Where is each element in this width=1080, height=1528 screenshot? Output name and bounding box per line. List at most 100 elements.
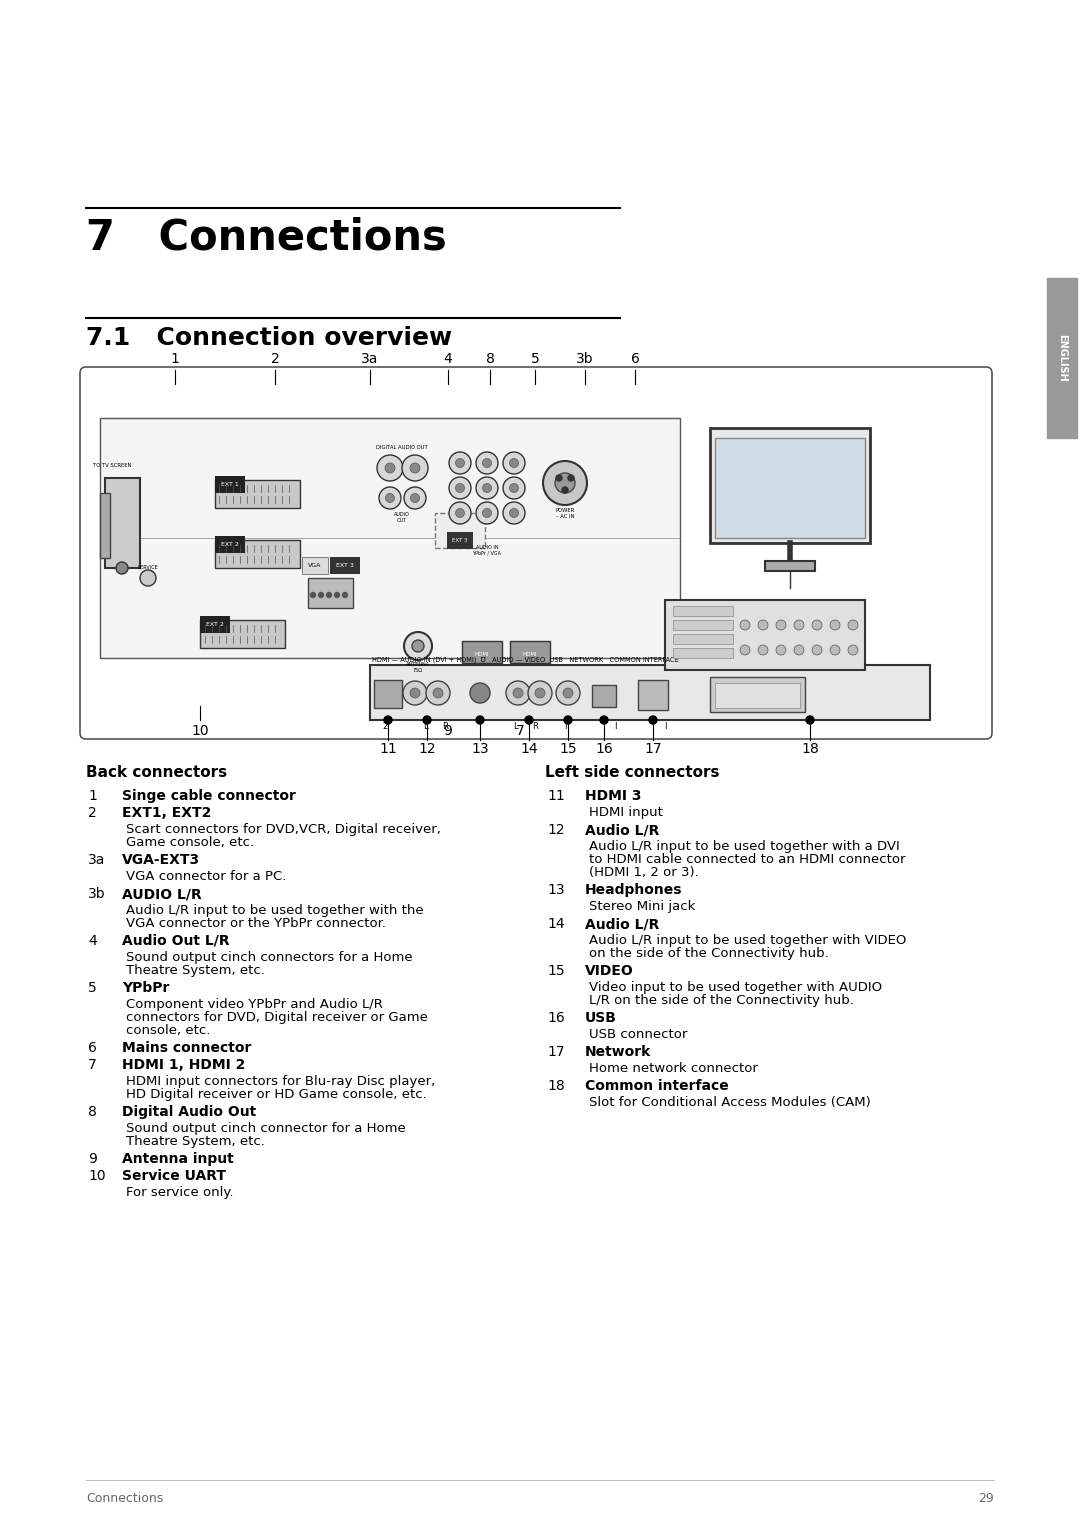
Text: Home network connector: Home network connector — [589, 1062, 758, 1076]
Text: AUDIO L/R: AUDIO L/R — [122, 886, 202, 902]
Circle shape — [507, 681, 530, 704]
Circle shape — [476, 477, 498, 500]
Bar — [638, 680, 669, 711]
Circle shape — [426, 681, 450, 704]
Text: Connections: Connections — [86, 1491, 163, 1505]
Circle shape — [384, 717, 392, 724]
Circle shape — [556, 681, 580, 704]
Text: Left side connectors: Left side connectors — [545, 766, 719, 779]
Text: Scart connectors for DVD,VCR, Digital receiver,: Scart connectors for DVD,VCR, Digital re… — [126, 824, 441, 836]
Text: Audio Out L/R: Audio Out L/R — [122, 934, 230, 947]
Text: connectors for DVD, Digital receiver or Game: connectors for DVD, Digital receiver or … — [126, 1012, 428, 1024]
Circle shape — [456, 483, 464, 492]
Text: Mains connector: Mains connector — [122, 1041, 252, 1054]
Circle shape — [848, 620, 858, 630]
Text: SERVICE
UART: SERVICE UART — [137, 565, 159, 576]
Text: 2: 2 — [382, 723, 388, 730]
Text: I: I — [664, 723, 666, 730]
Text: I: I — [564, 723, 566, 730]
Circle shape — [456, 458, 464, 468]
Text: 1: 1 — [171, 351, 179, 367]
Text: L: L — [422, 723, 428, 730]
Text: VGA connector or the YPbPr connector.: VGA connector or the YPbPr connector. — [126, 917, 386, 931]
Text: VGA: VGA — [308, 562, 322, 568]
Text: 7: 7 — [515, 724, 525, 738]
Text: 3b: 3b — [87, 886, 106, 902]
Bar — [215, 480, 300, 507]
Circle shape — [449, 477, 471, 500]
Circle shape — [777, 645, 786, 656]
Text: Headphones: Headphones — [585, 883, 683, 897]
Bar — [510, 642, 550, 663]
Circle shape — [342, 593, 348, 597]
Circle shape — [483, 458, 491, 468]
Text: Singe cable connector: Singe cable connector — [122, 788, 296, 804]
Circle shape — [402, 455, 428, 481]
Text: VGA connector for a PC.: VGA connector for a PC. — [126, 869, 286, 883]
Bar — [673, 620, 733, 630]
Text: Audio L/R input to be used together with VIDEO: Audio L/R input to be used together with… — [589, 934, 906, 947]
Text: 6: 6 — [87, 1041, 97, 1054]
Text: 8: 8 — [486, 351, 495, 367]
Text: HDMI: HDMI — [523, 651, 538, 657]
Text: 3a: 3a — [87, 853, 106, 866]
Circle shape — [483, 509, 491, 518]
Circle shape — [543, 461, 588, 504]
Text: Sound output cinch connector for a Home: Sound output cinch connector for a Home — [126, 1122, 406, 1135]
Text: console, etc.: console, etc. — [126, 1024, 211, 1038]
Bar — [435, 513, 485, 549]
Text: Audio L/R input to be used together with a DVI: Audio L/R input to be used together with… — [589, 840, 900, 853]
Text: HDMI 1, HDMI 2: HDMI 1, HDMI 2 — [122, 1057, 245, 1073]
Text: Antenna input: Antenna input — [122, 1152, 233, 1166]
Text: 8: 8 — [87, 1105, 97, 1118]
Circle shape — [384, 463, 395, 474]
Text: EXT 1: EXT 1 — [221, 481, 239, 487]
Text: Digital Audio Out: Digital Audio Out — [122, 1105, 256, 1118]
Text: HD Digital receiver or HD Game console, etc.: HD Digital receiver or HD Game console, … — [126, 1088, 427, 1102]
Circle shape — [535, 688, 545, 698]
Text: 15: 15 — [559, 743, 577, 756]
Circle shape — [140, 570, 156, 587]
Circle shape — [758, 645, 768, 656]
Bar — [200, 620, 285, 648]
Text: 16: 16 — [595, 743, 612, 756]
Text: USB: USB — [585, 1012, 617, 1025]
Bar — [715, 683, 800, 707]
Bar — [665, 601, 865, 669]
Circle shape — [794, 645, 804, 656]
Circle shape — [510, 458, 518, 468]
Text: Component video YPbPr and Audio L/R: Component video YPbPr and Audio L/R — [126, 998, 383, 1012]
Text: 18: 18 — [801, 743, 819, 756]
Circle shape — [503, 477, 525, 500]
Circle shape — [831, 645, 840, 656]
Circle shape — [510, 509, 518, 518]
Text: Service UART: Service UART — [122, 1169, 226, 1183]
Text: 14: 14 — [546, 917, 565, 931]
Text: 15: 15 — [546, 964, 565, 978]
Bar — [673, 634, 733, 643]
Text: 17: 17 — [644, 743, 662, 756]
Circle shape — [564, 717, 572, 724]
Bar — [462, 642, 502, 663]
Bar — [105, 478, 140, 568]
Circle shape — [649, 717, 657, 724]
Bar — [1047, 278, 1077, 439]
Text: 10: 10 — [87, 1169, 106, 1183]
Bar — [308, 578, 353, 608]
FancyBboxPatch shape — [80, 367, 993, 740]
Text: POWER
– AC IN: POWER – AC IN — [555, 507, 575, 520]
Circle shape — [600, 717, 608, 724]
Text: Video input to be used together with AUDIO: Video input to be used together with AUD… — [589, 981, 882, 995]
Text: 3b: 3b — [577, 351, 594, 367]
Text: 11: 11 — [379, 743, 396, 756]
Text: 9: 9 — [444, 724, 453, 738]
Text: DIGITAL AUDIO OUT: DIGITAL AUDIO OUT — [376, 445, 428, 451]
Bar — [765, 561, 815, 571]
Text: L: L — [513, 723, 517, 730]
Circle shape — [812, 645, 822, 656]
Circle shape — [476, 452, 498, 474]
Text: 7   Connections: 7 Connections — [86, 215, 447, 258]
Text: 9: 9 — [87, 1152, 97, 1166]
Text: 29: 29 — [978, 1491, 994, 1505]
Circle shape — [456, 509, 464, 518]
